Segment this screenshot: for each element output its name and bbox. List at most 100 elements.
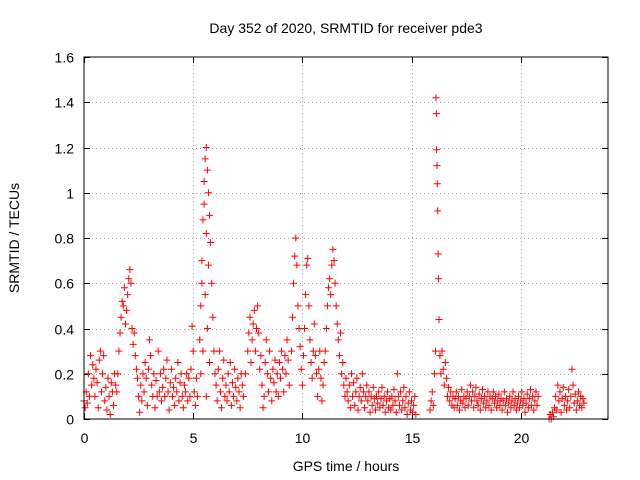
data-point [97, 388, 105, 396]
data-point [255, 329, 263, 337]
data-point [146, 336, 153, 344]
data-point [135, 392, 143, 400]
data-point [136, 408, 144, 416]
data-point [290, 279, 298, 287]
data-point [567, 392, 575, 400]
data-point [433, 162, 441, 170]
x-axis-label: GPS time / hours [293, 458, 400, 474]
data-point [433, 180, 441, 188]
data-point [132, 365, 140, 373]
y-tick-label: 0.2 [55, 367, 75, 383]
data-point [427, 397, 435, 405]
data-point [252, 325, 260, 332]
data-point [114, 370, 122, 378]
x-tick-label: 0 [81, 430, 89, 446]
data-point [116, 329, 124, 337]
data-point [83, 399, 91, 407]
data-point [301, 325, 309, 332]
data-point [445, 383, 453, 391]
data-point [330, 257, 338, 265]
data-point [256, 365, 264, 373]
data-point [284, 356, 292, 364]
data-point [565, 386, 573, 394]
data-point [94, 404, 102, 412]
data-point [271, 356, 279, 364]
data-point [509, 388, 517, 396]
data-point [125, 275, 133, 283]
data-point [395, 401, 403, 409]
data-point [198, 257, 206, 265]
data-point [234, 374, 242, 382]
data-point [143, 401, 151, 409]
data-point [399, 397, 407, 405]
data-point [233, 397, 241, 405]
data-point [232, 383, 240, 391]
data-point [489, 388, 497, 396]
data-point [318, 397, 326, 405]
data-point [323, 302, 331, 310]
data-point [394, 392, 402, 400]
data-point [408, 397, 415, 405]
data-point [186, 392, 194, 400]
data-point [91, 392, 99, 400]
data-point [363, 381, 371, 389]
data-point [100, 352, 108, 360]
data-point [393, 370, 401, 378]
data-point [552, 392, 560, 400]
data-point [315, 365, 323, 373]
data-point [364, 397, 372, 405]
data-point [99, 370, 107, 378]
data-point [572, 406, 580, 414]
data-point [337, 329, 345, 337]
data-point [560, 401, 568, 409]
data-point [257, 352, 265, 360]
data-point [342, 374, 350, 382]
data-point [104, 374, 112, 382]
data-point [274, 392, 282, 400]
data-point [403, 410, 411, 418]
data-point [400, 383, 408, 391]
data-point [426, 406, 434, 414]
data-point [148, 381, 156, 389]
data-point [321, 347, 329, 355]
data-point [388, 392, 396, 400]
data-point [534, 392, 542, 400]
data-point [231, 365, 239, 373]
data-point [428, 388, 436, 396]
data-point [556, 388, 564, 396]
data-point [124, 291, 132, 299]
data-point [266, 347, 274, 355]
data-point [317, 374, 325, 382]
data-point [466, 381, 474, 389]
data-point [521, 408, 529, 416]
data-point [138, 397, 146, 405]
data-point [375, 388, 383, 396]
data-point [296, 343, 304, 351]
data-point [147, 352, 155, 360]
data-point [129, 340, 137, 348]
data-point [579, 395, 587, 403]
data-point [343, 388, 351, 396]
data-point [214, 365, 222, 373]
data-point [334, 336, 342, 344]
data-point [500, 388, 508, 396]
data-point [268, 397, 276, 405]
data-point [410, 401, 418, 409]
data-point [325, 284, 333, 292]
y-axis-label: SRMTID / TECUs [6, 183, 22, 293]
y-tick-label: 0 [66, 412, 74, 428]
data-point [411, 392, 419, 400]
plot-frame [83, 56, 609, 420]
data-point [151, 404, 159, 412]
data-point [390, 386, 398, 394]
data-point [341, 392, 349, 400]
data-point [283, 336, 291, 344]
y-tick-label: 1.4 [55, 95, 75, 111]
data-point [533, 401, 541, 409]
data-point [352, 388, 360, 396]
data-point [207, 239, 215, 247]
data-point [117, 313, 125, 321]
data-point [452, 388, 460, 396]
data-point [297, 365, 305, 373]
data-point [236, 404, 244, 412]
